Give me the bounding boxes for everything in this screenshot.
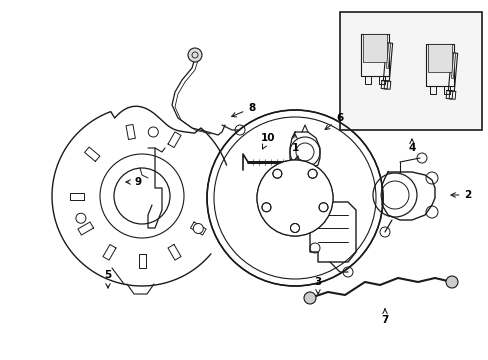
Text: 1: 1 bbox=[291, 134, 298, 153]
Circle shape bbox=[290, 224, 299, 233]
Circle shape bbox=[187, 48, 202, 62]
Text: 2: 2 bbox=[450, 190, 470, 200]
Text: 9: 9 bbox=[126, 177, 141, 187]
Polygon shape bbox=[427, 44, 451, 72]
Circle shape bbox=[114, 168, 170, 224]
Circle shape bbox=[193, 224, 203, 234]
Circle shape bbox=[206, 110, 382, 286]
Circle shape bbox=[262, 203, 270, 212]
Bar bbox=[339, 12, 481, 130]
Circle shape bbox=[307, 169, 317, 178]
Circle shape bbox=[76, 213, 86, 223]
Circle shape bbox=[272, 169, 281, 178]
Text: 5: 5 bbox=[104, 270, 111, 288]
Circle shape bbox=[257, 160, 332, 236]
Circle shape bbox=[445, 276, 457, 288]
Text: 7: 7 bbox=[381, 309, 388, 325]
Circle shape bbox=[148, 127, 158, 137]
Circle shape bbox=[318, 203, 327, 212]
Text: 3: 3 bbox=[314, 277, 321, 294]
Text: 8: 8 bbox=[231, 103, 255, 117]
Polygon shape bbox=[386, 43, 390, 68]
Circle shape bbox=[304, 292, 315, 304]
Text: 6: 6 bbox=[325, 113, 343, 130]
Polygon shape bbox=[362, 34, 386, 62]
Text: 4: 4 bbox=[407, 139, 415, 153]
Text: 10: 10 bbox=[260, 133, 275, 149]
Polygon shape bbox=[450, 53, 455, 78]
